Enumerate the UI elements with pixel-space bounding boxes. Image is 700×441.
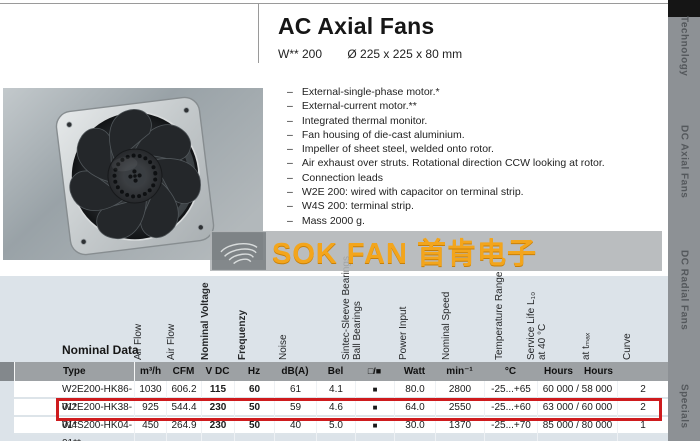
feature-item: Air exhaust over struts. Rotational dire… (287, 156, 657, 170)
feature-item: Fan housing of die-cast aluminium. (287, 128, 657, 142)
feature-list: External-single-phase motor.* External-c… (287, 85, 657, 228)
table-footer-strip (0, 435, 668, 441)
col-header-nominal-speed: Nominal Speed (441, 291, 452, 360)
feature-item: External-single-phase motor.* (287, 85, 657, 99)
table-header: Nominal Data Air Flow Air Flow Nominal V… (0, 256, 668, 362)
cell-bel: 5.0 (316, 417, 355, 441)
sidebar-tab-specials[interactable]: Specials (678, 384, 690, 429)
unit-bearing: □/■ (367, 366, 382, 376)
unit-m3h: m³/h (134, 362, 166, 381)
cell-bearing: ■ (355, 417, 394, 441)
unit-hours-1: Hours (544, 366, 573, 377)
table-row-highlighted: W2E200-HK38-01* 925 544.4 230 50 59 4.6 … (0, 399, 668, 435)
unit-bel: Bel (327, 366, 344, 377)
watermark-swirl-icon (212, 232, 266, 270)
top-rule (0, 3, 668, 4)
col-header-temperature-range: Temperature Range (494, 271, 505, 360)
table-row: W4S200-HK04-01** 450 264.9 230 50 40 5.0… (0, 417, 668, 441)
sidebar-tab-dc-radial-fans[interactable]: DC Radial Fans (678, 250, 690, 331)
col-header-curve: Curve (622, 333, 633, 360)
watermark-text: SOK FAN 首肯电子 (272, 238, 537, 270)
watermark-band: SOK FAN 首肯电子 (210, 231, 662, 271)
cell-hz: 50 (234, 417, 274, 441)
col-header-power-input: Power Input (398, 306, 409, 360)
unit-vdc: V DC (205, 366, 230, 377)
cell-speed: 1370 (435, 417, 484, 441)
unit-cfm: CFM (172, 366, 195, 377)
col-header-service-life: Service Life L₁₀ at 40 °C (526, 291, 548, 360)
cell-service-life: 85 000 / 80 000 (537, 417, 617, 441)
cell-watt: 30.0 (394, 417, 435, 441)
cell-vdc: 230 (201, 417, 234, 441)
unit-hours-2: Hours (584, 366, 613, 377)
unit-curve (617, 362, 668, 381)
col-header-frequency: Frequenzy (237, 309, 248, 360)
margin-strip (0, 362, 14, 381)
feature-item: W2E 200: wired with capacitor on termina… (287, 185, 657, 199)
page-title: AC Axial Fans (278, 13, 435, 39)
fan-product-photo (3, 88, 263, 260)
feature-item: Connection leads (287, 171, 657, 185)
nominal-data-table: Nominal Data Air Flow Air Flow Nominal V… (0, 256, 668, 441)
cell-cfm: 264.9 (166, 417, 201, 441)
feature-item: External-current motor.** (287, 99, 657, 113)
axial-fan-image (3, 88, 263, 260)
feature-item: Mass 2000 g. (287, 214, 657, 228)
unit-watt: Watt (403, 366, 426, 377)
feature-item: Integrated thermal monitor. (287, 114, 657, 128)
cell-temp: -25...+70 (484, 417, 537, 441)
page-subtitle: W** 200 Ø 225 x 225 x 80 mm (278, 47, 462, 61)
cell-m3h: 450 (134, 417, 166, 441)
feature-item: W4S 200: terminal strip. (287, 199, 657, 213)
sidebar-tab-dc-axial-fans[interactable]: DC Axial Fans (678, 125, 690, 199)
col-header-noise: Noise (278, 334, 289, 360)
series-code: W** 200 (278, 47, 323, 61)
table-section-label: Nominal Data (62, 343, 139, 357)
cell-type: W2E200-HK86-01* (62, 384, 133, 413)
sidebar-top-mark (668, 0, 700, 17)
col-header-nominal-voltage: Nominal Voltage (200, 282, 211, 360)
unit-dba: dB(A) (281, 366, 309, 377)
dimensions: Ø 225 x 225 x 80 mm (347, 47, 463, 61)
cell-dba: 40 (274, 417, 316, 441)
title-divider (258, 3, 259, 63)
cell-type: W4S200-HK04-01** (62, 420, 133, 441)
col-header-air-flow-m3h: Air Flow (133, 323, 144, 360)
unit-celsius: °C (504, 366, 517, 377)
cell-type: W2E200-HK38-01* (62, 402, 133, 431)
unit-row: Type m³/h CFM V DC Hz dB(A) Bel □/■ Watt… (0, 362, 668, 381)
unit-hz: Hz (247, 366, 261, 377)
section-sidebar: Technology DC Axial Fans DC Radial Fans … (668, 0, 700, 441)
col-header-air-flow-cfm: Air Flow (166, 323, 177, 360)
feature-item: Impeller of sheet steel, welded onto rot… (287, 142, 657, 156)
table-row: W2E200-HK86-01* 1030 606.2 115 60 61 4.1… (0, 381, 668, 417)
unit-type: Type (14, 362, 134, 381)
cell-curve: 1 (617, 417, 668, 441)
col-header-at-tmax: at tₘₐₓ (581, 332, 592, 360)
sidebar-tab-technology[interactable]: Technology (678, 16, 690, 77)
unit-min: min⁻¹ (446, 366, 473, 377)
